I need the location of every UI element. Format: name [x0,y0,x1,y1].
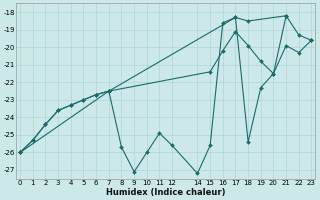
X-axis label: Humidex (Indice chaleur): Humidex (Indice chaleur) [106,188,226,197]
